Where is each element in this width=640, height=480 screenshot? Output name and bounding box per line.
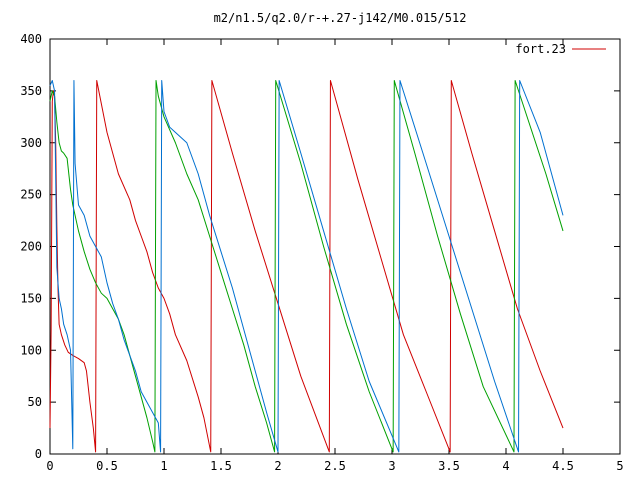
series-layer xyxy=(49,80,564,453)
x-tick-label: 0.5 xyxy=(96,459,118,473)
y-tick-label: 200 xyxy=(20,240,42,254)
series-line-1 xyxy=(49,80,564,453)
legend: fort.23 xyxy=(515,42,606,56)
x-tick-label: 2.5 xyxy=(324,459,346,473)
y-tick-label: 300 xyxy=(20,136,42,150)
y-tick-label: 150 xyxy=(20,291,42,305)
x-tick-label: 3.5 xyxy=(438,459,460,473)
y-tick-label: 50 xyxy=(28,395,42,409)
series-line-3 xyxy=(49,80,564,453)
y-tick-label: 400 xyxy=(20,32,42,46)
y-tick-label: 0 xyxy=(35,447,42,461)
x-tick-label: 2 xyxy=(274,459,281,473)
x-axis: 0 0.5 1 1.5 2 2.5 3 3.5 4 4.5 5 xyxy=(46,39,624,473)
y-axis: 0 50 100 150 200 250 300 350 400 xyxy=(20,32,620,461)
legend-label: fort.23 xyxy=(515,42,566,56)
x-tick-label: 5 xyxy=(616,459,623,473)
x-tick-label: 1 xyxy=(160,459,167,473)
x-tick-label: 0 xyxy=(46,459,53,473)
y-tick-label: 250 xyxy=(20,188,42,202)
y-tick-label: 350 xyxy=(20,84,42,98)
y-tick-label: 100 xyxy=(20,343,42,357)
chart-title: m2/n1.5/q2.0/r-+.27-j142/M0.015/512 xyxy=(214,11,467,25)
x-tick-label: 4 xyxy=(502,459,509,473)
x-tick-label: 3 xyxy=(388,459,395,473)
x-tick-label: 4.5 xyxy=(552,459,574,473)
x-tick-label: 1.5 xyxy=(210,459,232,473)
